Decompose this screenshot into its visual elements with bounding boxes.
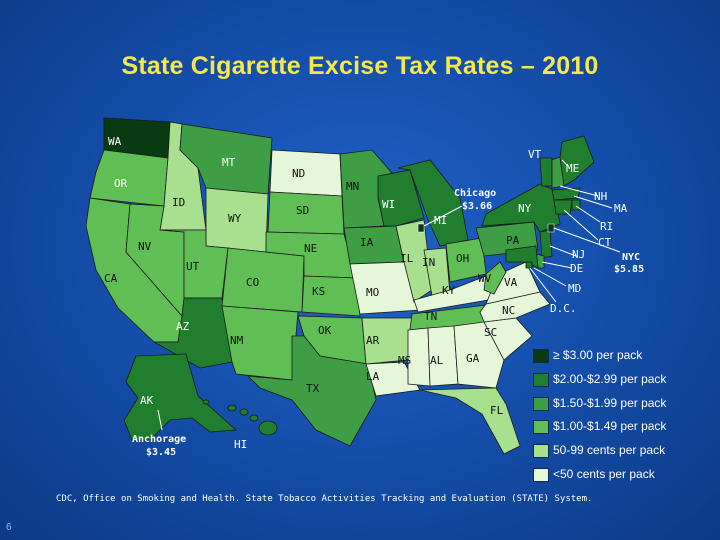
label-mi: MI bbox=[434, 214, 447, 227]
label-ms: MS bbox=[398, 354, 411, 367]
state-ri bbox=[571, 199, 581, 211]
state-nd bbox=[269, 149, 343, 197]
legend-swatch-5 bbox=[533, 444, 549, 458]
label-id: ID bbox=[172, 196, 185, 209]
label-ct: CT bbox=[598, 236, 612, 249]
state-ak bbox=[123, 353, 237, 441]
state-shapes bbox=[85, 117, 595, 455]
label-ak: AK bbox=[140, 394, 154, 407]
label-wa: WA bbox=[108, 135, 122, 148]
state-nm bbox=[221, 305, 299, 381]
label-oh: OH bbox=[456, 252, 469, 265]
label-wy: WY bbox=[228, 212, 242, 225]
label-me: ME bbox=[566, 162, 579, 175]
legend-swatch-1 bbox=[533, 349, 549, 363]
legend-label-6: <50 cents per pack bbox=[553, 467, 655, 481]
label-tx: TX bbox=[306, 382, 320, 395]
state-ms bbox=[407, 327, 431, 387]
page-number: 6 bbox=[6, 522, 12, 533]
legend-swatch-3 bbox=[533, 397, 549, 411]
label-nc: NC bbox=[502, 304, 515, 317]
label-tn: TN bbox=[424, 310, 437, 323]
label-fl: FL bbox=[490, 404, 504, 417]
source-citation: CDC, Office on Smoking and Health. State… bbox=[56, 494, 593, 504]
legend-swatch-2 bbox=[533, 373, 549, 387]
state-labels: WA OR CA ID NV MT WY UT AZ CO NM ND SD N… bbox=[104, 135, 628, 451]
state-ia bbox=[343, 225, 405, 265]
label-ok: OK bbox=[318, 324, 332, 337]
callout-markers bbox=[157, 159, 621, 431]
label-ia: IA bbox=[360, 236, 374, 249]
legend-label-2: $2.00-$2.99 per pack bbox=[553, 372, 667, 386]
label-ky: KY bbox=[442, 284, 456, 297]
state-co bbox=[221, 247, 305, 313]
label-nh: NH bbox=[594, 190, 607, 203]
label-ma: MA bbox=[614, 202, 628, 215]
state-ga bbox=[453, 321, 505, 389]
state-dc bbox=[525, 261, 533, 269]
callout-nyc-rate: $5.85 bbox=[614, 264, 644, 275]
label-nj: NJ bbox=[572, 248, 585, 261]
label-az: AZ bbox=[176, 320, 190, 333]
label-mt: MT bbox=[222, 156, 236, 169]
slide-title: State Cigarette Excise Tax Rates – 2010 bbox=[121, 52, 599, 80]
state-wv bbox=[483, 261, 507, 295]
legend-label-4: $1.00-$1.49 per pack bbox=[553, 419, 667, 433]
label-nm: NM bbox=[230, 334, 244, 347]
state-ks bbox=[301, 275, 361, 317]
label-de: DE bbox=[570, 262, 583, 275]
label-ca: CA bbox=[104, 272, 118, 285]
label-or: OR bbox=[114, 177, 128, 190]
state-vt bbox=[539, 157, 553, 187]
label-la: LA bbox=[366, 370, 380, 383]
label-sd: SD bbox=[296, 204, 309, 217]
legend-swatch-6 bbox=[533, 468, 549, 482]
state-ct bbox=[553, 199, 573, 215]
callout-anchorage-name: Anchorage bbox=[132, 434, 186, 445]
label-dc: D.C. bbox=[550, 302, 577, 315]
label-wv: WV bbox=[478, 272, 492, 285]
label-il: IL bbox=[400, 252, 414, 265]
callouts: Chicago $3.66 NYC $5.85 Anchorage $3.45 bbox=[132, 187, 644, 458]
state-hi bbox=[202, 399, 278, 436]
label-co: CO bbox=[246, 276, 259, 289]
legend-swatch-4 bbox=[533, 420, 549, 434]
callout-chicago-name: Chicago bbox=[454, 187, 496, 199]
label-ut: UT bbox=[186, 260, 200, 273]
label-ne: NE bbox=[304, 242, 317, 255]
label-hi: HI bbox=[234, 438, 247, 451]
label-ks: KS bbox=[312, 285, 325, 298]
callout-chicago-rate: $3.66 bbox=[462, 201, 492, 212]
callout-nyc-name: NYC bbox=[622, 252, 640, 263]
label-md: MD bbox=[568, 282, 581, 295]
state-il bbox=[395, 219, 433, 303]
label-in: IN bbox=[422, 256, 435, 269]
label-ri: RI bbox=[600, 220, 613, 233]
state-tx bbox=[246, 335, 377, 447]
label-ny: NY bbox=[518, 202, 532, 215]
label-wi: WI bbox=[382, 198, 395, 211]
legend-label-3: $1.50-$1.99 per pack bbox=[553, 396, 667, 410]
legend-label-5: 50-99 cents per pack bbox=[553, 443, 666, 457]
label-pa: PA bbox=[506, 234, 520, 247]
state-or bbox=[89, 149, 169, 207]
label-mn: MN bbox=[346, 180, 359, 193]
label-va: VA bbox=[504, 276, 518, 289]
label-ar: AR bbox=[366, 334, 380, 347]
label-nv: NV bbox=[138, 240, 152, 253]
label-ga: GA bbox=[466, 352, 480, 365]
label-sc: SC bbox=[484, 326, 497, 339]
state-me bbox=[559, 135, 595, 187]
label-vt: VT bbox=[528, 148, 542, 161]
label-al: AL bbox=[430, 354, 444, 367]
label-nd: ND bbox=[292, 167, 305, 180]
state-ut bbox=[159, 229, 229, 299]
legend-label-1: ≥ $3.00 per pack bbox=[553, 348, 643, 362]
state-nj bbox=[539, 229, 553, 259]
state-fl bbox=[419, 387, 521, 455]
callout-anchorage-rate: $3.45 bbox=[146, 447, 176, 458]
label-mo: MO bbox=[366, 286, 379, 299]
